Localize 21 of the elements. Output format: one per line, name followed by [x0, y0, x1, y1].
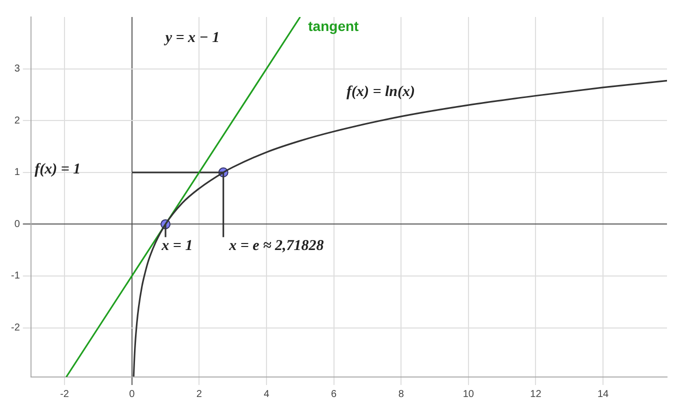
annotation: f(x) = ln(x): [346, 84, 416, 100]
x-tick-label: 6: [331, 388, 338, 400]
y-tick-label: -2: [10, 322, 20, 334]
y-tick-label: -1: [10, 270, 20, 282]
x-tick-label: -2: [60, 388, 70, 400]
x-tick-label: 12: [530, 388, 542, 400]
y-tick-label: 2: [14, 115, 20, 126]
annotation: x = e ≈ 2,71828: [228, 238, 324, 254]
x-tick-label: 4: [264, 388, 270, 400]
y-tick-label: 1: [14, 167, 20, 178]
x-tick-label: 14: [597, 388, 610, 400]
annotation: f(x) = 1: [34, 162, 81, 178]
annotation: x = 1: [160, 238, 193, 254]
x-tick-label: 2: [196, 388, 202, 400]
y-tick-label: 0: [14, 218, 20, 230]
annotation: y = x − 1: [163, 30, 220, 46]
x-tick-label: 8: [398, 388, 404, 400]
x-tick-label: 0: [129, 388, 136, 400]
y-tick-label: 3: [14, 64, 20, 75]
series-label: tangent: [308, 18, 360, 34]
x-tick-label: 10: [462, 388, 474, 400]
